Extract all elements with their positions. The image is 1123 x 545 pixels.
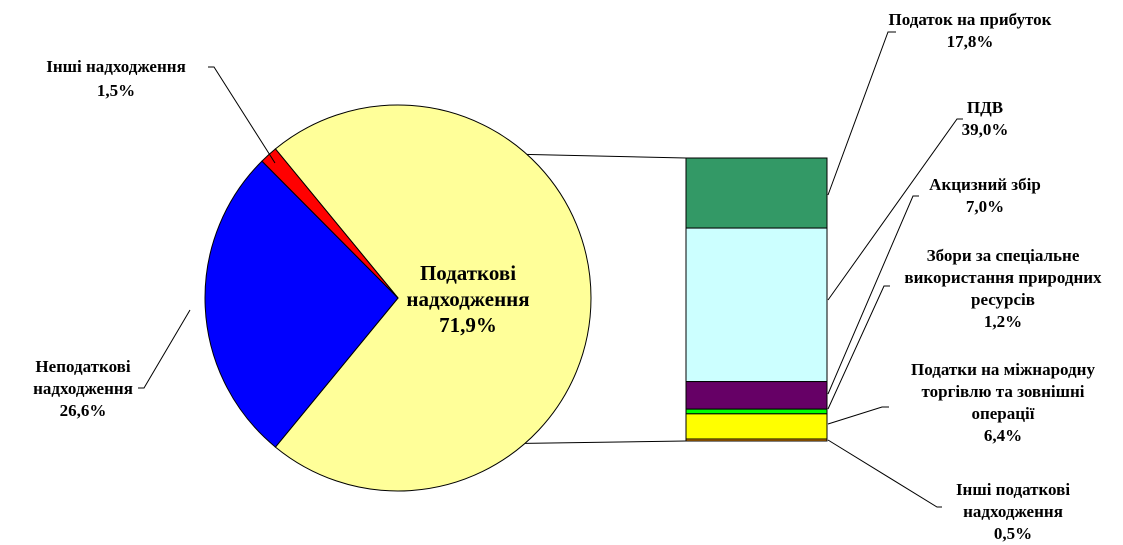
- bar-leader-line: [827, 285, 890, 410]
- pie: [204, 104, 592, 492]
- pie-label-line: Податкові: [420, 261, 516, 285]
- pie-slice-інші-надходження: [261, 148, 399, 299]
- bar-segment-пдв: [685, 227, 828, 383]
- bar-label-line: використання природних: [904, 268, 1102, 287]
- bar-leader-line: [827, 406, 889, 425]
- bar-leader-line: [827, 195, 919, 395]
- bar-label-податки-на-міжнародну-торгівлю-та-зовнішні-операції: Податки на міжнародну торгівлю та зовнішн…: [911, 360, 1095, 445]
- bar-label-податок-на-прибуток: Податок на прибуток 17,8%: [889, 10, 1052, 51]
- bar-label-line: Акцизний збір: [929, 175, 1041, 194]
- bar-label-line: торгівлю та зовнішні: [922, 382, 1085, 401]
- pie-label-line: 71,9%: [439, 313, 497, 337]
- bar-leader-line: [827, 439, 942, 508]
- pie-label-неподаткові-надходження: Неподаткові надходження 26,6%: [33, 357, 133, 420]
- bar-label-line: Інші податкові: [956, 480, 1070, 499]
- bar-label-line: 7,0%: [966, 197, 1004, 216]
- pie-label-line: 26,6%: [60, 401, 107, 420]
- pie-leader-line: [138, 309, 191, 389]
- pie-leader-line: [208, 66, 276, 164]
- bar-segment-інші-податкові-надходження: [685, 438, 828, 442]
- pie-label-line: Неподаткові: [35, 357, 130, 376]
- bar-segment-збори-за-спеціальне-використання-природних-ресурсів: [685, 408, 828, 415]
- bar-segment-акцизний-збір: [685, 381, 828, 410]
- bar-label-line: Збори за спеціальне: [927, 246, 1080, 265]
- bar-label-line: 1,2%: [984, 312, 1022, 331]
- data-labels: Податкові надходження 71,9%Неподаткові надх…: [33, 10, 1102, 543]
- bar-label-пдв: ПДВ 39,0%: [962, 98, 1009, 139]
- bar-leader-line: [827, 118, 963, 301]
- pie-label-line: надходження: [406, 287, 529, 311]
- breakdown-bar: [685, 157, 828, 442]
- bar-label-line: ресурсів: [971, 290, 1035, 309]
- bar-label-line: Податки на міжнародну: [911, 360, 1095, 379]
- leader-lines: [138, 31, 963, 508]
- pie-slice-неподаткові-надходження: [204, 160, 399, 448]
- bar-label-акцизний-збір: Акцизний збір 7,0%: [929, 175, 1041, 216]
- pie-label-інші-надходження: Інші надходження 1,5%: [46, 57, 186, 100]
- bar-label-line: ПДВ: [967, 98, 1003, 117]
- bar-label-line: надходження: [963, 502, 1063, 521]
- pie-label-line: Інші надходження: [46, 57, 186, 76]
- bar-label-інші-податкові-надходження: Інші податкові надходження 0,5%: [956, 480, 1070, 543]
- bar-label-line: 0,5%: [994, 524, 1032, 543]
- bar-label-line: операції: [971, 404, 1034, 423]
- bar-label-line: 6,4%: [984, 426, 1022, 445]
- pie-label-податкові-надходження: Податкові надходження 71,9%: [406, 261, 529, 337]
- pie-label-line: надходження: [33, 379, 133, 398]
- bar-label-line: 39,0%: [962, 120, 1009, 139]
- bar-segment-податок-на-прибуток: [685, 157, 828, 229]
- pie-slice-податкові-надходження: [274, 104, 592, 492]
- bar-label-line: 17,8%: [947, 32, 994, 51]
- bar-segment-податки-на-міжнародну-торгівлю-та-зовнішні-операції: [685, 413, 828, 440]
- bar-label-line: Податок на прибуток: [889, 10, 1052, 29]
- bar-label-збори-за-спеціальне-використання-природних-ресурсів: Збори за спеціальне використання природни…: [904, 246, 1102, 331]
- bar-leader-line: [827, 31, 896, 196]
- pie-label-line: 1,5%: [97, 81, 135, 100]
